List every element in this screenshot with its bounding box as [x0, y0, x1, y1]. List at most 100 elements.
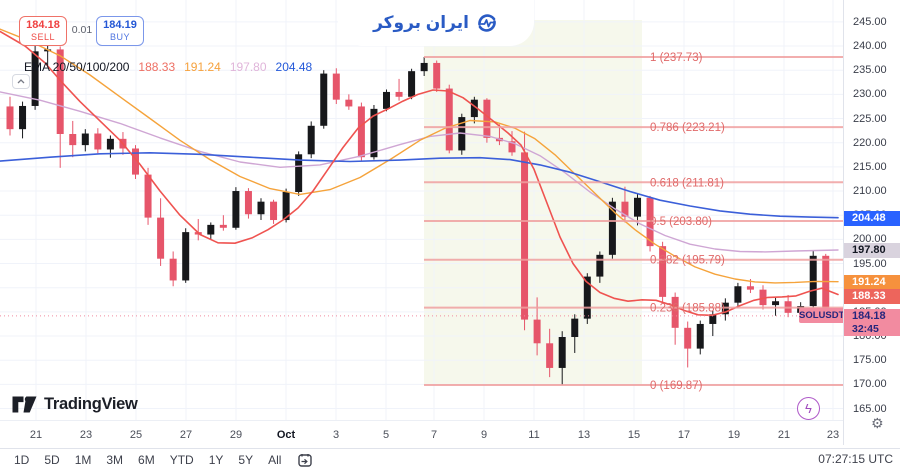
time-axis-label: 7 [430, 429, 438, 441]
price-badge: 197.80 [844, 243, 900, 258]
ema100-value: 197.80 [229, 60, 267, 74]
candle-up [696, 323, 704, 349]
price-badge: 191.24 [844, 274, 900, 290]
candle-down [521, 152, 529, 320]
candle-down [533, 319, 541, 344]
time-axis-label: 9 [480, 429, 488, 441]
legend-collapse-button[interactable] [12, 74, 30, 89]
candle-down [132, 148, 139, 175]
broker-wordmark: ایران بروکر [373, 13, 469, 32]
candle-up [772, 301, 780, 306]
fib-label: 0.786 (223.21) [650, 122, 725, 134]
range-button-1d[interactable]: 1D [14, 453, 30, 467]
fib-label: 0.618 (211.81) [650, 177, 724, 189]
candle-up [383, 91, 390, 109]
candle-up [583, 276, 591, 319]
candle-up [19, 105, 27, 130]
sell-label: SELL [30, 32, 56, 42]
time-axis-label: 21 [777, 429, 791, 441]
range-button-1y[interactable]: 1Y [208, 453, 224, 467]
tradingview-logo-icon [12, 396, 37, 413]
price-badge: 184.18 32:45 [844, 308, 900, 336]
candle-up [106, 138, 114, 150]
flash-button[interactable]: ϟ [797, 397, 820, 420]
symbol-badge: SOLUSDT [799, 308, 845, 323]
sell-button[interactable]: 184.18 SELL [19, 16, 67, 46]
candle-up [31, 51, 39, 106]
candle-down [822, 255, 830, 316]
candle-up [596, 254, 604, 277]
candle-down [684, 327, 692, 349]
ema50-value: 191.24 [184, 60, 221, 74]
range-button-5y[interactable]: 5Y [238, 453, 254, 467]
candle-up [470, 99, 478, 118]
candle-down [445, 88, 453, 151]
time-axis[interactable]: 21 23 25 27 29 Oct 3 5 7 9 11 13 15 17 19 21 23 [0, 420, 843, 448]
gear-icon[interactable]: ⚙ [871, 415, 884, 431]
candle-up [420, 62, 428, 72]
time-axis-label: Oct [276, 429, 296, 441]
fib-label: 0.236 (185.88) [650, 303, 725, 315]
buy-button[interactable]: 184.19 BUY [96, 16, 144, 46]
price-axis-label: 175.00 [853, 354, 887, 367]
time-axis-label: 11 [528, 429, 540, 441]
candle-up [709, 314, 717, 324]
price-axis-label: 220.00 [853, 136, 887, 149]
candle-down [621, 201, 629, 217]
price-badge: 204.48 [844, 210, 900, 226]
candle-up [634, 197, 641, 217]
tradingview-attribution[interactable]: TradingView [12, 395, 138, 414]
candle-up [558, 337, 566, 368]
range-button-ytd[interactable]: YTD [169, 453, 194, 467]
candle-down [144, 174, 152, 218]
time-axis-label: 13 [577, 429, 591, 441]
range-button-1m[interactable]: 1M [74, 453, 92, 467]
price-axis-label: 200.00 [853, 233, 887, 246]
go-to-date-icon[interactable] [298, 453, 313, 467]
time-axis-label: 17 [677, 429, 691, 441]
candle-down [546, 343, 554, 368]
candle-down [357, 106, 365, 158]
price-axis-label: 240.00 [853, 40, 887, 53]
candle-down [332, 73, 340, 100]
price-axis-label: 225.00 [853, 112, 887, 125]
ema20-line [0, 30, 839, 317]
candle-up [734, 286, 742, 303]
ema20-value: 188.33 [138, 60, 176, 74]
range-button-3m[interactable]: 3M [106, 453, 124, 467]
ema-legend[interactable]: EMA 20/50/100/200 188.33 191.24 197.80 2… [24, 60, 312, 74]
candle-down [244, 191, 252, 215]
lightning-icon: ϟ [805, 401, 812, 416]
price-axis[interactable]: 245.00 240.00 235.00 230.00 225.00 220.00 215.… [843, 0, 900, 445]
fib-label: 0.382 (195.79) [650, 255, 725, 267]
broker-logo: ایران بروکر [338, 0, 534, 46]
candle-down [345, 99, 353, 107]
price-badge: 188.33 [844, 288, 900, 304]
time-axis-label: 19 [727, 429, 741, 441]
price-axis-label: 235.00 [853, 64, 887, 77]
candle-up [182, 232, 190, 281]
range-button-all[interactable]: All [268, 453, 282, 467]
time-axis-label: 23 [79, 429, 93, 441]
price-axis-label: 230.00 [853, 88, 887, 101]
buy-label: BUY [109, 32, 130, 42]
fib-label: 0 (169.87) [650, 380, 703, 392]
candle-down [746, 286, 754, 290]
price-axis-label: 170.00 [853, 378, 887, 391]
candle-up [232, 191, 240, 228]
time-axis-label: 21 [29, 429, 43, 441]
range-button-6m[interactable]: 6M [138, 453, 155, 467]
candle-down [219, 224, 227, 228]
candle-up [608, 201, 616, 255]
candle-up [571, 318, 579, 338]
candlestick-chart[interactable]: 1 (237.73) 0.786 (223.21) 0.618 (211.81) 0.… [0, 0, 843, 420]
range-button-5d[interactable]: 5D [44, 453, 60, 467]
price-axis-label: 245.00 [853, 15, 887, 28]
candle-down [169, 258, 177, 281]
countdown: 32:45 [852, 322, 879, 335]
candle-up [320, 73, 328, 126]
candle-down [759, 289, 767, 306]
buy-price: 184.19 [103, 19, 137, 31]
ema200-line [0, 152, 839, 219]
